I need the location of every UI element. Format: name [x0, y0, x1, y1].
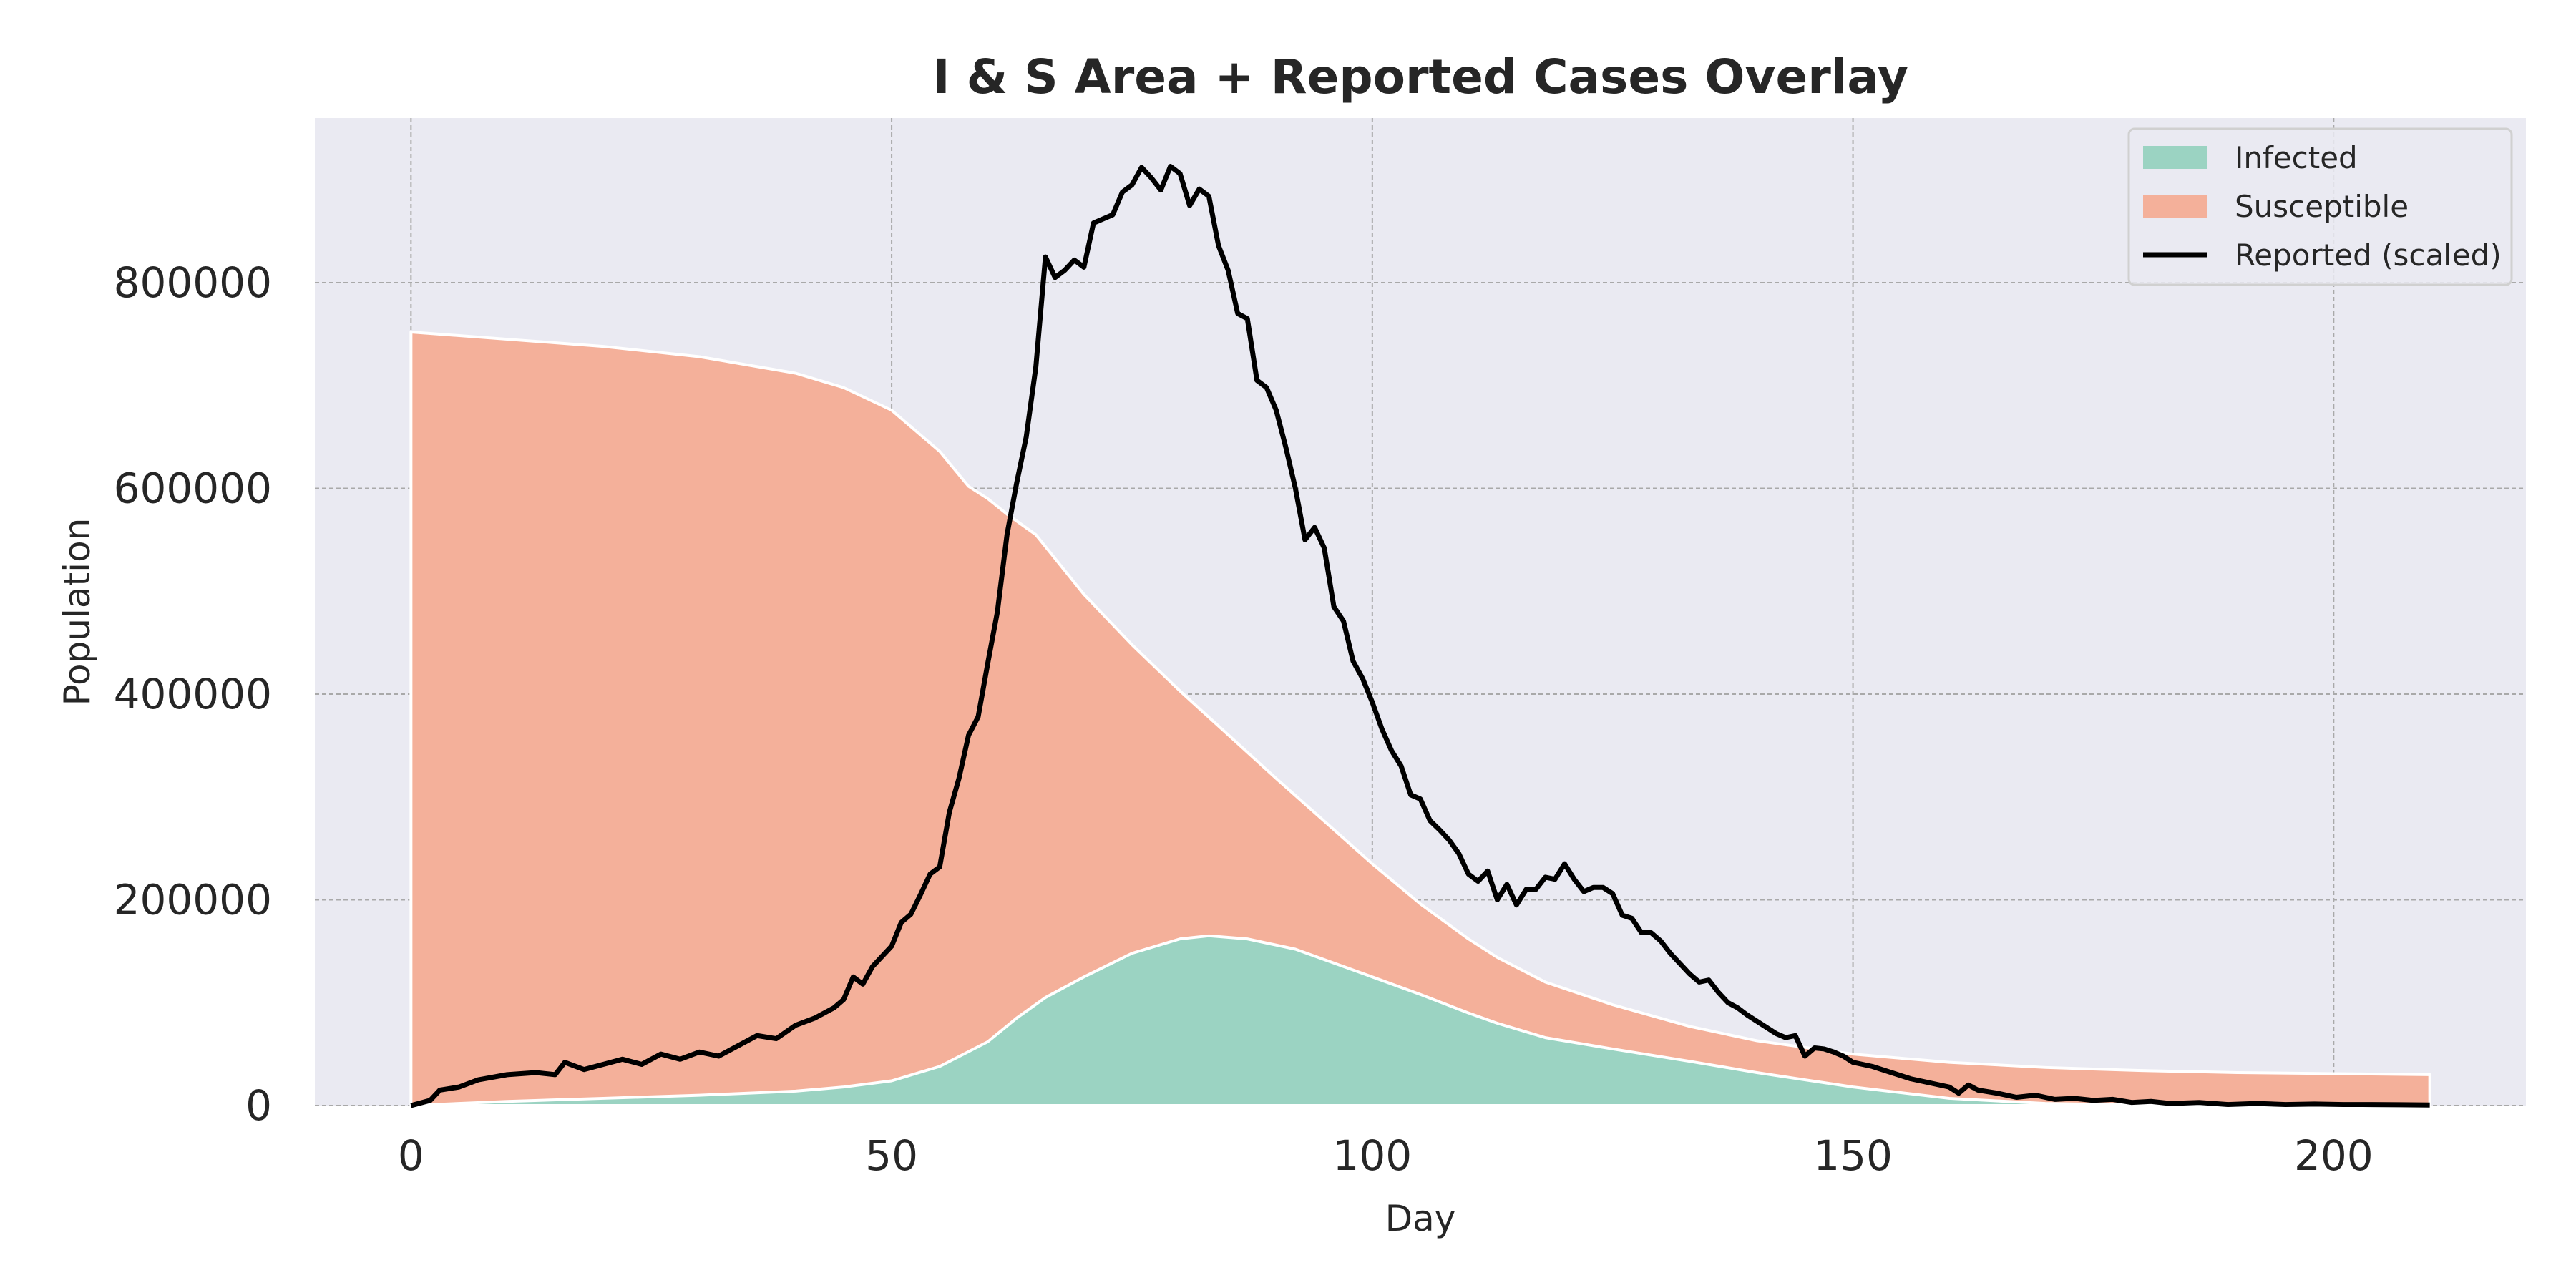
susceptible-area: [409, 331, 2431, 1107]
line-series: [410, 164, 2430, 1108]
legend-swatch-susceptible: [2143, 195, 2207, 218]
legend-label-susceptible: Susceptible: [2235, 189, 2409, 224]
x-axis-label: Day: [1385, 1198, 1456, 1239]
y-tick-label: 600000: [114, 464, 272, 513]
legend-swatch-infected: [2143, 146, 2207, 169]
reported-scaled--line: [410, 164, 2430, 1108]
legend-label-reported-scaled-: Reported (scaled): [2235, 238, 2502, 273]
x-axis-ticks: 0 50 100 150 200: [398, 1131, 2373, 1180]
y-tick-label: 800000: [114, 258, 272, 307]
x-tick-label: 50: [865, 1131, 918, 1180]
y-tick-label: 200000: [114, 876, 272, 924]
x-tick-label: 0: [398, 1131, 424, 1180]
y-tick-label: 400000: [114, 670, 272, 718]
x-tick-label: 150: [1813, 1131, 1893, 1180]
chart-title: I & S Area + Reported Cases Overlay: [932, 49, 1908, 104]
legend-label-infected: Infected: [2235, 140, 2358, 175]
y-tick-label: 0: [245, 1081, 272, 1130]
y-axis-label: Population: [57, 518, 98, 706]
infected-area: [409, 934, 2431, 1107]
y-axis-ticks: 0 200000 400000 600000 800000: [114, 258, 272, 1130]
x-tick-label: 200: [2294, 1131, 2373, 1180]
x-tick-label: 100: [1332, 1131, 1412, 1180]
area-series: [409, 331, 2431, 1107]
legend-box: [2127, 127, 2513, 286]
legend: Infected Susceptible Reported (scaled): [2127, 127, 2513, 286]
